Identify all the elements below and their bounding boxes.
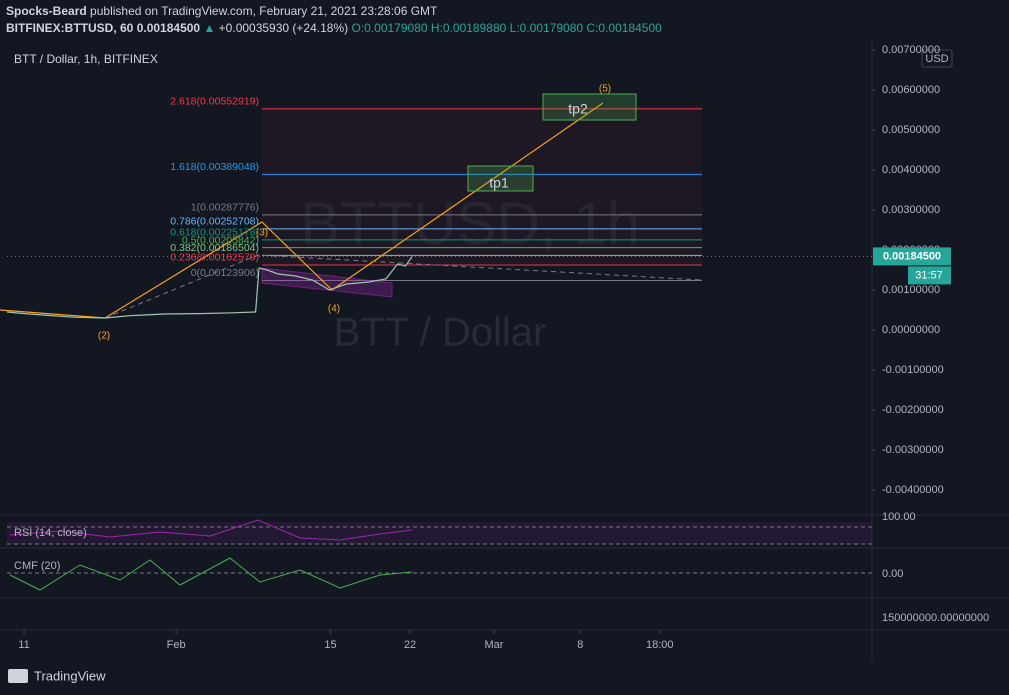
target-label: tp1 [489,175,509,191]
header-line-2: BITFINEX:BTTUSD, 60 0.00184500 ▲ +0.0003… [6,21,662,35]
fib-label: 0.5(0.00205842) [182,234,259,246]
y-tick-label: -0.00100000 [882,364,944,376]
fib-label: 0.786(0.00252708) [170,216,259,228]
fib-label: 1(0.00287776) [191,202,259,214]
projection [104,254,703,319]
brand-logo [8,669,28,683]
cmf-tick: 0.00 [882,568,903,580]
y-tick-label: -0.00300000 [882,444,944,456]
rsi-label: RSI (14, close) [14,527,87,539]
fib-label: 1.618(0.00389048) [170,161,259,173]
countdown: 31:57 [915,269,943,281]
y-tick-label: 0.00600000 [882,84,940,96]
header-line-1: Spocks-Beard published on TradingView.co… [6,4,438,18]
wave-label: (4) [328,304,340,315]
y-tick-label: -0.00200000 [882,404,944,416]
x-tick-label: 22 [404,639,416,651]
open: O:0.00179080 [351,21,427,35]
high: H:0.00189880 [431,21,507,35]
price-tag: 0.00184500 [883,250,941,262]
currency-box [921,49,953,68]
y-tick-label: 0.00000000 [882,324,940,336]
fib-label: 0(0.00123906) [191,267,259,279]
watermark-symbol: BTTUSD, 1h [300,190,640,257]
last: 0.00184500 [137,21,201,35]
wave-label: (3) [256,228,268,239]
volume-tick: 150000000.00000000 [882,612,989,624]
y-tick-label: 0.00500000 [882,124,940,136]
x-tick-label: Mar [485,639,504,651]
footer [0,660,1009,695]
cmf-line [9,557,413,591]
rsi-line [9,519,413,541]
cmf-label: CMF (20) [14,560,60,572]
up-arrow: ▲ [203,21,215,35]
x-tick-label: 15 [324,639,336,651]
low: L:0.00179080 [510,21,584,35]
y-tick-label: 0.00300000 [882,204,940,216]
brand: TradingView [34,668,106,683]
y-tick-label: 0.00700000 [882,44,940,56]
rsi-tick: 100.00 [882,511,916,523]
change: +0.00035930 (+24.18%) [219,21,348,35]
watermark: BTT / Dollar [334,311,547,355]
fib-label: 2.618(0.00552919) [170,96,259,108]
x-tick-label: 11 [18,639,29,651]
y-tick-label: 0.00400000 [882,164,940,176]
y-tick-label: 0.00100000 [882,284,940,296]
target-label: tp2 [568,101,588,117]
currency: USD [925,53,948,65]
x-tick-label: 18:00 [646,639,674,651]
target-box [467,165,534,192]
price-tag-box [873,247,951,266]
symbol: BITFINEX:BTTUSD, 60 [6,21,134,35]
rsi-band [7,522,872,544]
close: C:0.00184500 [586,21,662,35]
x-tick-label: Feb [167,639,186,651]
countdown-box [908,266,951,285]
fib-zone [262,106,702,264]
wave-label: (5) [599,84,611,95]
legend-title: BTT / Dollar, 1h, BITFINEX [14,52,158,66]
target-box [542,93,637,121]
wave-label: (2) [98,331,110,342]
fib-label: 0.236(0.00162579) [170,252,259,264]
price-line [6,256,413,319]
author: Spocks-Beard [6,4,87,18]
fib-label: 0.382(0.00186504) [170,242,259,254]
fib-label: 0.618(0.00225178) [170,227,259,239]
wave-lines [0,102,604,319]
x-tick-label: 8 [577,639,583,651]
y-tick-label: -0.00400000 [882,484,944,496]
published: published on TradingView.com, February 2… [90,4,438,18]
